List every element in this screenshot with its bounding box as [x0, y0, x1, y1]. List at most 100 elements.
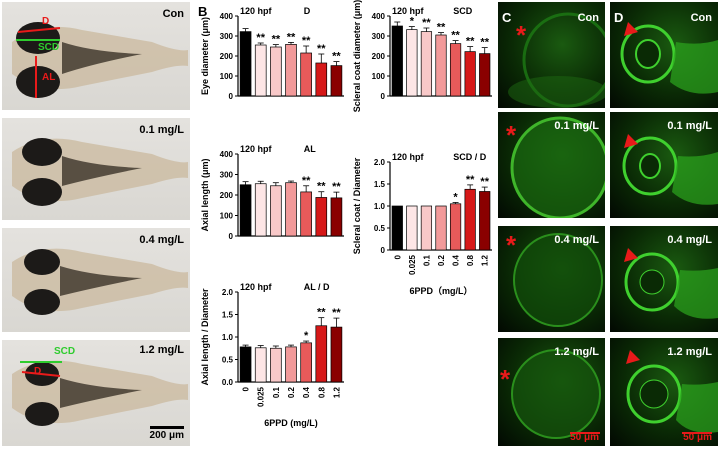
asterisk-marker: *	[506, 230, 517, 260]
bar	[300, 191, 312, 237]
y-tick-label: 1.0	[222, 333, 234, 342]
eye-fluorescence	[510, 116, 605, 218]
y-tick-label: 0.5	[222, 356, 234, 365]
bar	[315, 325, 328, 383]
y-tick-label: 2.0	[222, 288, 234, 297]
condition-label: 0.1 mg/L	[667, 120, 712, 132]
chart-annotation: SCD / D	[453, 152, 487, 162]
significance-label: **	[332, 51, 341, 63]
significance-label: *	[453, 191, 458, 203]
bar	[285, 44, 297, 97]
x-tick-label: 0.8	[466, 254, 475, 266]
condition-label: 0.4 mg/L	[139, 234, 184, 246]
condition-label: Con	[690, 12, 712, 24]
bar	[330, 326, 343, 383]
chart-eye-diameter: 120 hpf D Eye diameter (μm) 0 100 200 300 400 **…	[200, 6, 344, 101]
bar	[479, 191, 491, 251]
bar	[270, 185, 282, 237]
x-tick-label: 0.8	[317, 386, 326, 398]
significance-label: **	[317, 181, 326, 193]
fluorescence-c-0-1: * 0.1 mg/L	[498, 112, 605, 218]
arrowhead-icon	[624, 248, 638, 262]
y-tick-label: 0	[229, 232, 234, 241]
x-axis-label: 6PPD (mg/L)	[264, 418, 318, 428]
significance-label: **	[480, 37, 489, 49]
bar	[464, 188, 476, 251]
significance-label: **	[451, 30, 460, 42]
x-tick-label: 0	[393, 254, 402, 259]
x-tick-label: 0.1	[272, 386, 281, 398]
condition-label: 1.2 mg/L	[554, 346, 599, 358]
significance-label: **	[422, 17, 431, 29]
x-tick-label: 0.025	[408, 254, 417, 275]
panel-c-letter: C	[502, 10, 512, 25]
y-tick-label: 0	[381, 92, 386, 101]
bar	[435, 34, 447, 97]
bar	[479, 53, 491, 97]
bar	[420, 205, 433, 251]
fish-image-1-2: SCD D 1.2 mg/L 200 μm	[2, 340, 190, 446]
y-tick-label: 200	[372, 52, 386, 61]
fish-image-0-1: 0.1 mg/L	[2, 118, 190, 220]
bar	[254, 347, 267, 383]
y-tick-label: 100	[220, 72, 234, 81]
scalebar-label: 50 μm	[570, 432, 599, 443]
x-axis-label: 6PPD（mg/L）	[409, 286, 472, 296]
y-tick-label: 400	[220, 12, 234, 21]
bar	[406, 205, 418, 251]
significance-label: **	[332, 181, 341, 193]
fluorescence-c-1-2: * 1.2 mg/L 50 μm	[498, 338, 605, 446]
condition-label: 0.4 mg/L	[667, 234, 712, 246]
condition-label: Con	[162, 8, 184, 20]
scalebar-label: 50 μm	[683, 432, 712, 443]
x-tick-label: 0.4	[302, 386, 311, 398]
y-tick-label: 1.5	[374, 180, 386, 189]
chart-annotation: 120 hpf	[392, 6, 425, 16]
fluorescence-d-0-1: 0.1 mg/L	[610, 112, 718, 218]
condition-label: 0.1 mg/L	[139, 124, 184, 136]
chart-annotation: AL / D	[304, 282, 330, 292]
arrowhead-icon	[626, 350, 640, 364]
y-tick-label: 2.0	[374, 158, 386, 167]
chart-annotation: D	[304, 6, 311, 16]
y-tick-label: 300	[220, 171, 234, 180]
condition-label: 1.2 mg/L	[139, 344, 184, 356]
y-tick-label: 0	[381, 246, 386, 255]
y-tick-label: 400	[220, 150, 234, 159]
y-tick-label: 200	[220, 52, 234, 61]
bar	[270, 46, 282, 97]
bar	[254, 183, 267, 237]
bar	[300, 52, 312, 97]
x-tick-label: 0	[242, 386, 251, 391]
annotation-d: D	[42, 16, 50, 27]
eye-fluorescence	[508, 12, 605, 108]
y-axis-label: Axial length / Diameter	[200, 288, 210, 386]
y-tick-label: 1.0	[374, 202, 386, 211]
bar	[464, 51, 476, 97]
y-tick-label: 100	[372, 72, 386, 81]
annotation-scd: SCD	[54, 346, 76, 357]
x-tick-label: 1.2	[332, 386, 341, 398]
chart-scleral-coat-diameter: 120 hpf SCD Scleral coat diameter (μm) 0 100…	[352, 0, 492, 112]
y-axis-label: Axial length (μm)	[200, 158, 210, 231]
scalebar-label: 200 μm	[149, 430, 184, 441]
chart-scd-ratio: 120 hpf SCD / D Scleral coat / Diameter 0 0.…	[352, 152, 492, 296]
bar	[239, 31, 252, 97]
significance-label: **	[332, 307, 341, 319]
chart-annotation: 120 hpf	[240, 282, 273, 292]
head-fluorescence	[620, 24, 718, 94]
chart-annotation: AL	[304, 144, 316, 154]
significance-label: *	[304, 330, 309, 342]
asterisk-marker: *	[516, 20, 527, 50]
significance-label: **	[302, 175, 311, 187]
bar	[391, 205, 403, 251]
y-tick-label: 0	[229, 92, 234, 101]
bar	[391, 25, 403, 97]
chart-annotation: 120 hpf	[240, 6, 273, 16]
y-axis-label: Scleral coat / Diameter	[352, 157, 362, 254]
chart-annotation: 120 hpf	[240, 144, 273, 154]
fluorescence-d-1-2: 1.2 mg/L 50 μm	[610, 338, 718, 446]
y-tick-label: 0.5	[374, 224, 386, 233]
annotation-al: AL	[42, 72, 56, 83]
bar	[300, 342, 312, 383]
